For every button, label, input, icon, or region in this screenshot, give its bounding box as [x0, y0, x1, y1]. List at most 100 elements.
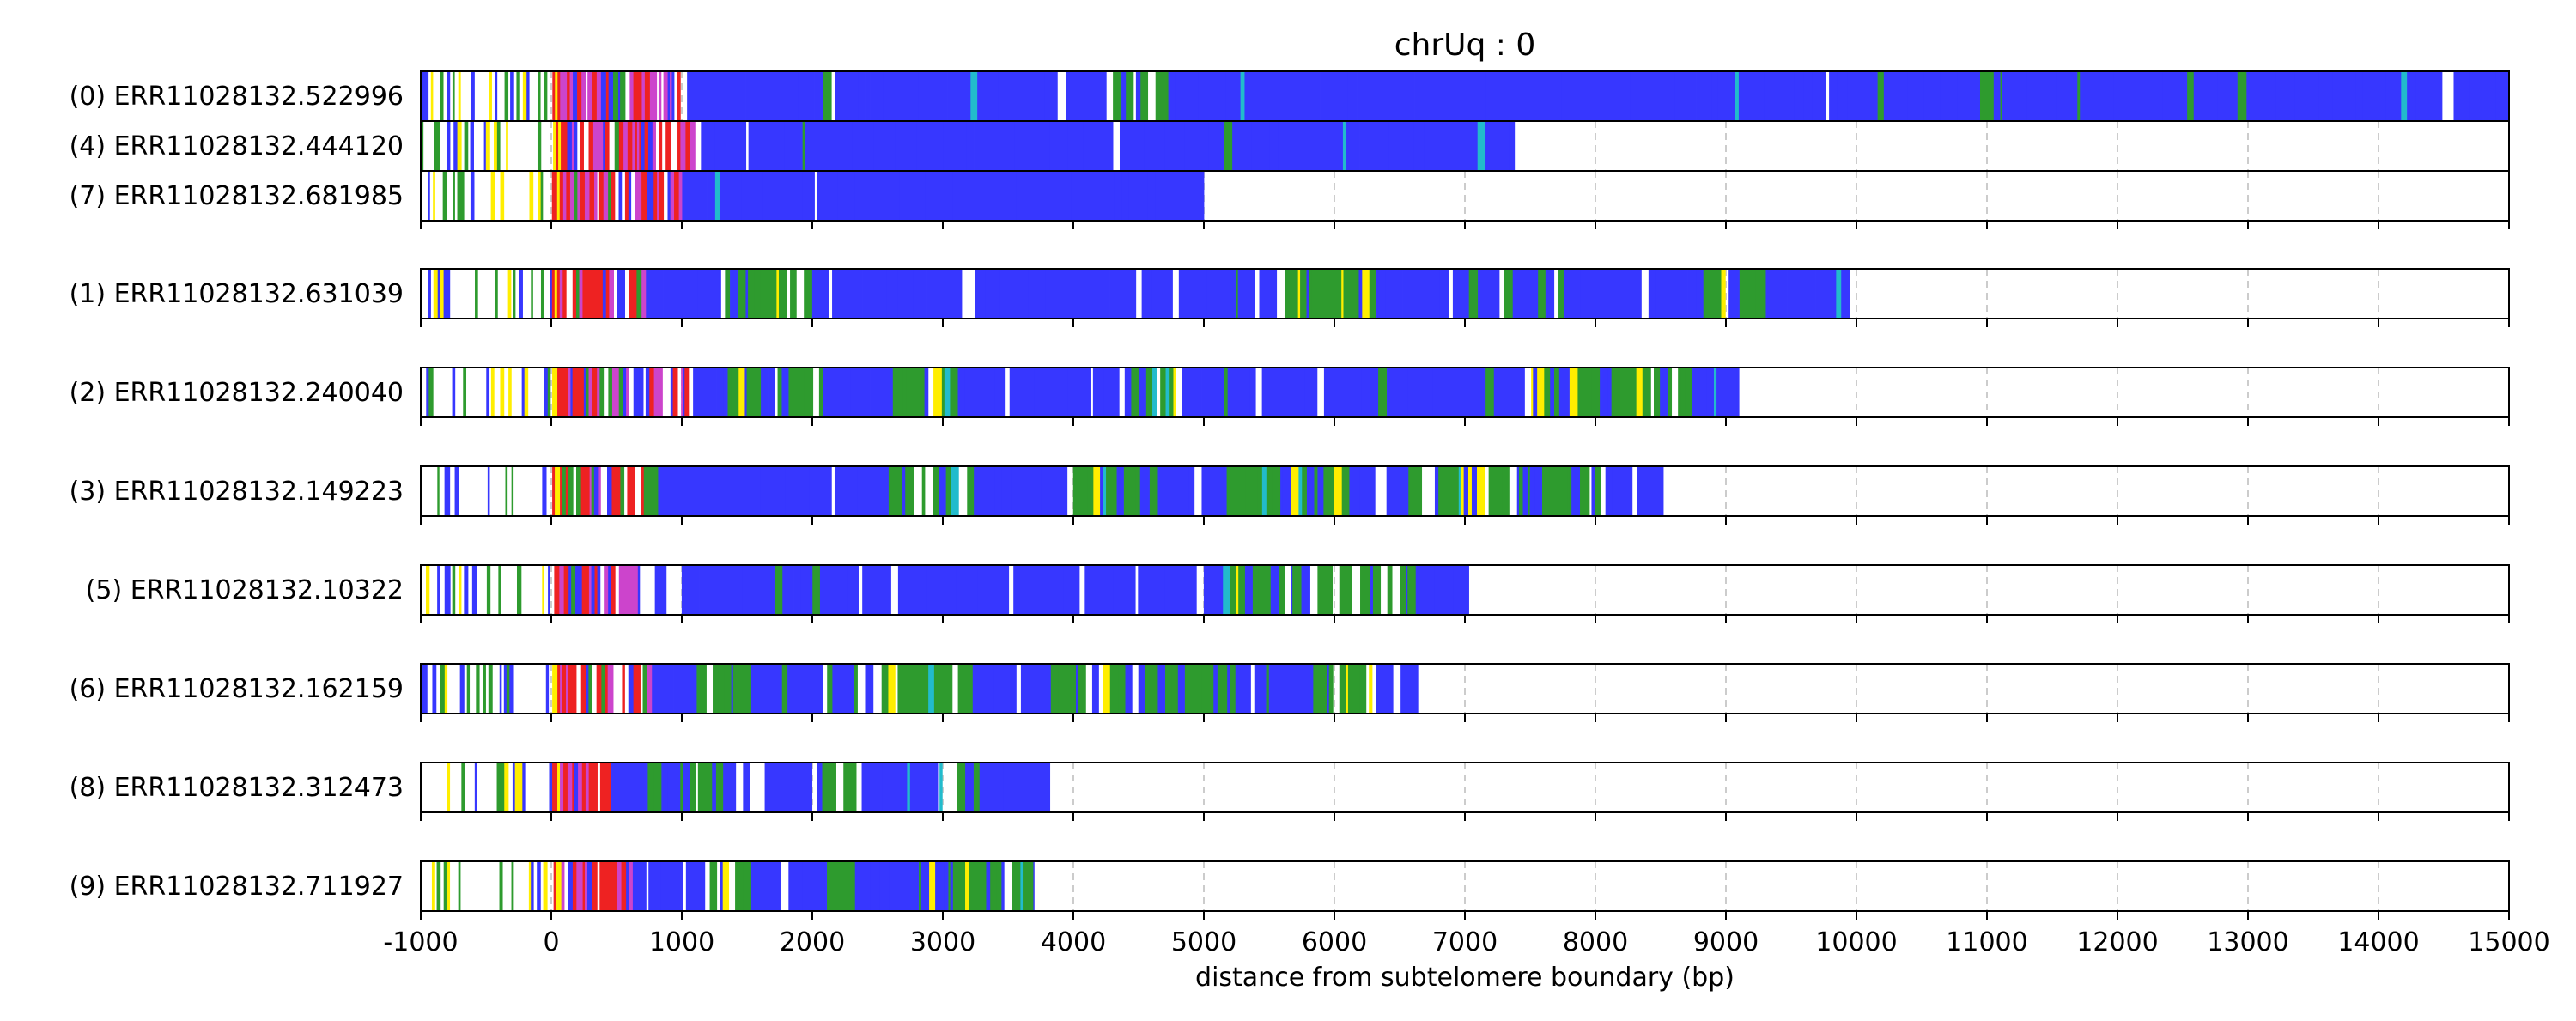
read-segment: [829, 763, 833, 812]
read-segment: [952, 171, 975, 221]
read-segment: [705, 763, 713, 812]
read-segment: [496, 763, 501, 812]
read-segment: [646, 269, 664, 319]
read-segment: [577, 171, 580, 221]
read-segment: [2162, 71, 2188, 121]
read-segment: [608, 171, 611, 221]
read-segment: [597, 565, 601, 615]
read-segment: [620, 466, 625, 516]
read-segment: [888, 466, 892, 516]
read-segment: [985, 269, 1000, 319]
x-tick-label: 7000: [1432, 927, 1498, 957]
read-segment: [596, 71, 602, 121]
read-segment: [582, 269, 586, 319]
read-segment: [798, 71, 815, 121]
read-segment: [461, 763, 465, 812]
read-segment: [540, 171, 544, 221]
read-segment: [723, 368, 728, 417]
read-segment: [730, 269, 739, 319]
read-segment: [1314, 466, 1318, 516]
read-segment: [943, 121, 968, 171]
read-segment: [1471, 466, 1478, 516]
read-segment: [571, 121, 574, 171]
read-segment: [727, 368, 732, 417]
read-segment: [602, 861, 607, 911]
read-segment: [628, 664, 635, 714]
read-segment: [827, 861, 835, 911]
read-segment: [457, 171, 460, 221]
read-segment: [1460, 466, 1465, 516]
read-segment: [1016, 861, 1021, 911]
read-segment: [1298, 565, 1302, 615]
read-segment: [503, 664, 507, 714]
read-segment: [1201, 664, 1209, 714]
read-segment: [1309, 71, 1321, 121]
read-segment: [567, 71, 570, 121]
read-segment: [1183, 466, 1190, 516]
read-bar: [421, 664, 1419, 714]
read-segment: [1281, 565, 1285, 615]
read-segment: [2187, 71, 2192, 121]
read-segment: [500, 763, 505, 812]
read-segment: [543, 861, 548, 911]
read-segment: [1648, 368, 1651, 417]
read-segment: [511, 861, 514, 911]
read-segment: [1119, 121, 1145, 171]
read-segment: [560, 71, 565, 121]
read-segment: [2355, 71, 2363, 121]
read-segment: [1558, 269, 1564, 319]
read-segment: [574, 171, 578, 221]
read-segment: [677, 71, 681, 121]
read-segment: [1658, 466, 1664, 516]
read-segment: [657, 171, 660, 221]
read-segment: [509, 664, 514, 714]
read-segment: [768, 368, 775, 417]
read-segment: [926, 565, 957, 615]
read-segment: [1292, 565, 1299, 615]
read-segment: [1258, 565, 1267, 615]
read-segment: [2332, 71, 2356, 121]
read-segment: [1545, 269, 1555, 319]
read-segment: [582, 861, 586, 911]
read-segment: [1184, 121, 1210, 171]
read-segment: [575, 565, 580, 615]
read-segment: [895, 121, 917, 171]
read-segment: [852, 861, 856, 911]
read-segment: [957, 763, 966, 812]
read-segment: [848, 269, 863, 319]
read-segment: [716, 368, 724, 417]
read-segment: [1847, 71, 1860, 121]
read-segment: [452, 565, 456, 615]
read-segment: [750, 861, 781, 911]
read-segment: [1739, 269, 1744, 319]
read-segment: [1257, 466, 1263, 516]
read-segment: [832, 664, 854, 714]
read-segment: [1301, 565, 1310, 615]
read-segment: [911, 466, 914, 516]
read-segment: [1066, 71, 1085, 121]
read-segment: [916, 664, 924, 714]
read-segment: [737, 368, 739, 417]
x-axis-label: distance from subtelomere boundary (bp): [1195, 963, 1735, 993]
read-segment: [433, 269, 439, 319]
read-segment: [648, 861, 662, 911]
read-segment: [622, 664, 625, 714]
read-segment: [426, 71, 429, 121]
read-segment: [647, 763, 654, 812]
read-segment: [1358, 269, 1363, 319]
read-segment: [1668, 368, 1673, 417]
read-segment: [1349, 466, 1361, 516]
read-segment: [850, 368, 871, 417]
read-segment: [1735, 71, 1740, 121]
read-segment: [939, 763, 943, 812]
read-segment: [992, 861, 998, 911]
read-segment: [622, 269, 626, 319]
read-segment: [2275, 71, 2295, 121]
read-segment: [1347, 664, 1353, 714]
read-segment: [649, 368, 655, 417]
read-segment: [817, 664, 823, 714]
read-segment: [1406, 565, 1408, 615]
read-segment: [1135, 71, 1141, 121]
read-segment: [1696, 269, 1704, 319]
read-segment: [1321, 664, 1327, 714]
